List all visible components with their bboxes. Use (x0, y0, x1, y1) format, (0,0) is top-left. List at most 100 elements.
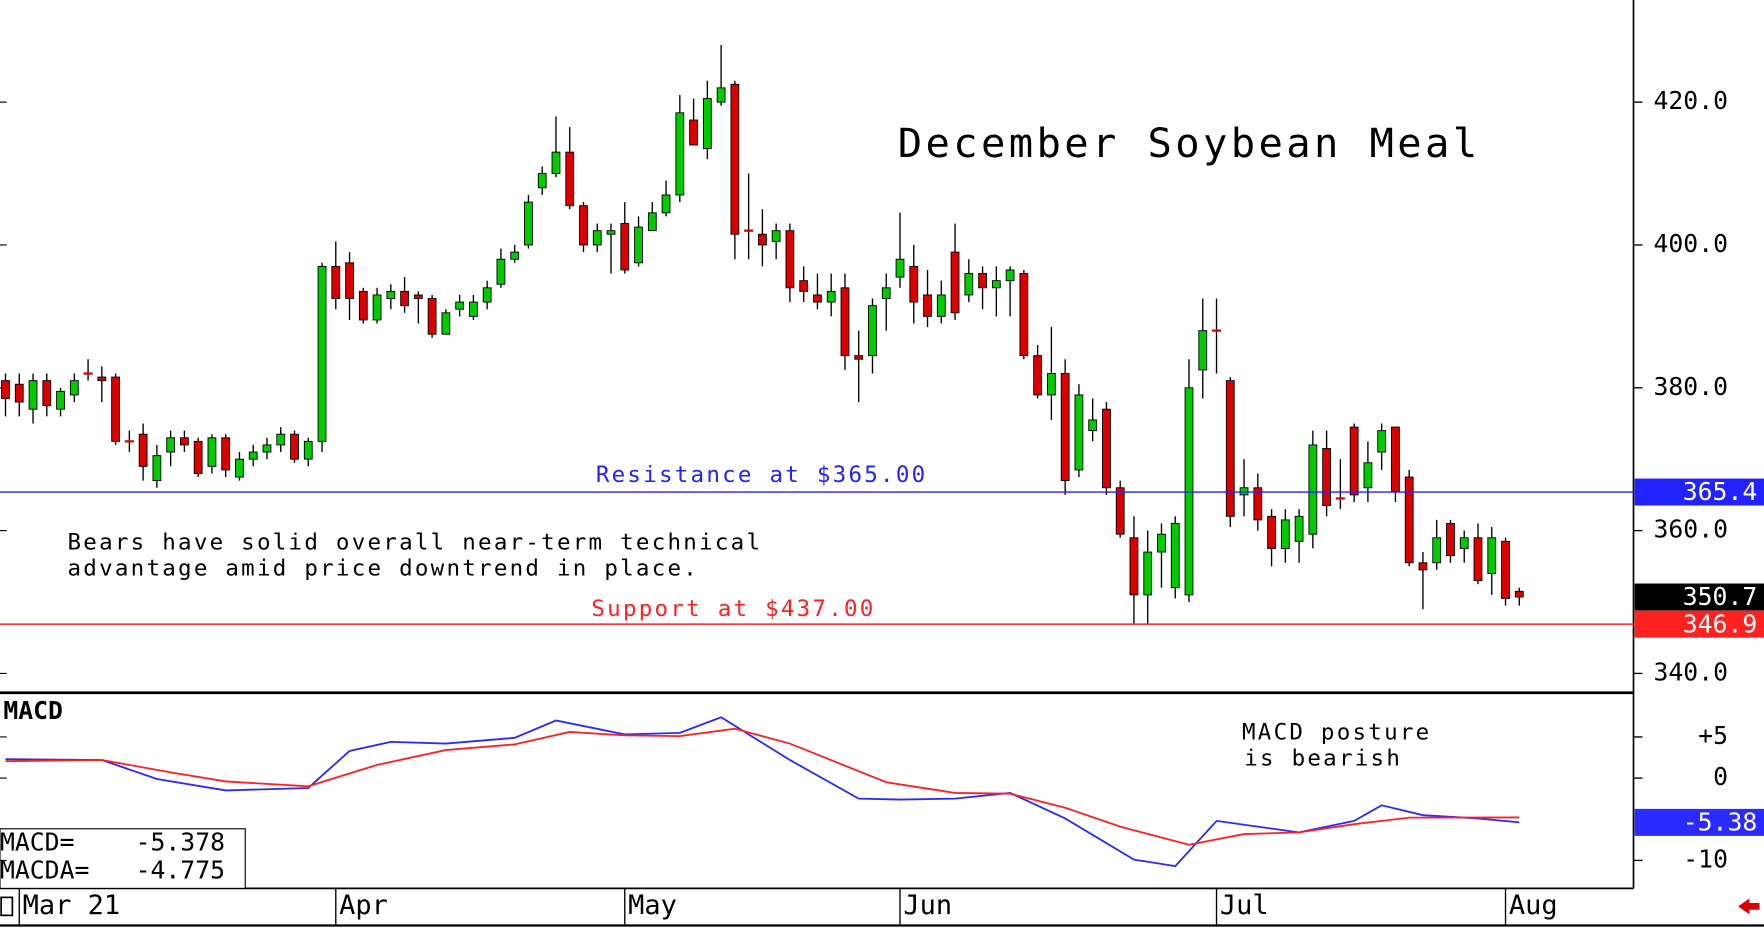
y-tick-label: 380.0 (1654, 372, 1728, 401)
candle-body (1102, 408, 1111, 489)
level-tag-label: 365.4 (1683, 477, 1757, 506)
candle-body (1308, 444, 1318, 535)
macd-annotation: is bearish (1244, 746, 1402, 772)
chart-title: December Soybean Meal (898, 119, 1481, 167)
candle-body (1074, 394, 1084, 471)
candle-body (950, 251, 960, 314)
candle-body (579, 205, 588, 246)
candle-body (1, 380, 10, 399)
candle-body (634, 226, 643, 264)
candle-body (1473, 537, 1483, 582)
candle-body (248, 451, 258, 460)
readout-label: MACDA= (0, 856, 89, 885)
candle-body (358, 290, 368, 321)
y-tick-label: 340.0 (1654, 657, 1728, 686)
candle-body (647, 212, 657, 232)
candle-body (1404, 476, 1414, 564)
candle-body (813, 294, 822, 303)
candle-body (276, 433, 286, 446)
x-tick-label: May (628, 890, 677, 921)
candle-body (661, 194, 671, 214)
candle-body (331, 265, 341, 299)
candle-body (510, 251, 520, 260)
candle-body (235, 458, 244, 478)
readout-label: MACD= (0, 827, 74, 856)
candle-body (868, 305, 877, 357)
candle-body (345, 262, 354, 299)
candle-body (69, 380, 79, 396)
candle-body (1267, 515, 1276, 549)
candle-body (386, 290, 396, 299)
candle-body (895, 258, 905, 278)
candle-body (138, 433, 148, 467)
candle-body (496, 258, 506, 285)
candle-body (1046, 373, 1056, 396)
level-tag (1634, 808, 1764, 836)
candle-body (166, 437, 176, 453)
candle-body (1129, 537, 1139, 596)
candle-body (1349, 426, 1359, 496)
candle-body (1253, 487, 1263, 521)
candle-body (1322, 448, 1332, 507)
candle-body (1459, 537, 1469, 549)
resistance-label: Resistance at $365.00 (596, 462, 928, 488)
candle-body (592, 230, 602, 246)
candle-body (1294, 515, 1304, 542)
candle-body (400, 290, 409, 307)
candle-body (771, 230, 781, 242)
candle-body (537, 173, 547, 189)
level-tag-label: 346.9 (1683, 609, 1757, 638)
level-tag (1634, 610, 1764, 638)
candle-body (1198, 330, 1208, 371)
candle-body (689, 119, 698, 146)
candle-body (1487, 537, 1497, 574)
candle-body (97, 376, 107, 382)
candle-body (606, 230, 616, 235)
candle-body (427, 298, 437, 335)
candle-body (565, 151, 575, 207)
level-tag-label: -5.38 (1683, 808, 1757, 837)
candle-body (675, 112, 685, 196)
candle-body (14, 383, 24, 403)
candle-body (1446, 523, 1455, 557)
candle-body (262, 444, 272, 453)
candle-body (221, 437, 231, 471)
candle-body (702, 98, 712, 149)
macd-line (5, 727, 1520, 846)
y-tick-label: 0 (1713, 762, 1728, 791)
candle-body (1377, 430, 1387, 453)
candle-body (758, 233, 767, 246)
candle-body (56, 390, 65, 410)
candle-body (455, 301, 465, 310)
y-tick-label: 360.0 (1654, 515, 1728, 544)
x-tick-label: Aug (1509, 890, 1558, 921)
level-tag (1634, 583, 1764, 611)
candle-body (317, 265, 327, 442)
candle-body (909, 265, 919, 303)
candle-body (881, 287, 891, 299)
candle-body (991, 280, 1001, 289)
candle-body (1225, 380, 1235, 517)
candle-body (620, 223, 630, 271)
candle-body (826, 290, 836, 303)
candle-body (28, 380, 38, 410)
annotation: advantage amid price downtrend in place. (68, 556, 700, 582)
candle-body (524, 201, 533, 246)
scroll-box (0, 896, 14, 917)
candle-body (923, 294, 932, 317)
y-tick-label: -10 (1683, 844, 1728, 873)
level-tag-label: 350.7 (1683, 582, 1757, 611)
macd-annotation: MACD posture (1242, 720, 1431, 746)
candle-body (964, 273, 974, 296)
candle-body (1280, 519, 1290, 549)
candle-body (207, 437, 217, 467)
readout-value: -4.775 (136, 856, 225, 885)
candle-body (1363, 462, 1373, 489)
macd-line (5, 716, 1520, 868)
candle-body (1060, 373, 1070, 482)
candle-body (1005, 269, 1015, 282)
candle-body (1033, 355, 1043, 396)
candle-body (290, 433, 299, 460)
